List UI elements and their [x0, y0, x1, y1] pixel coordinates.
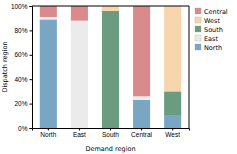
legend-label: Central	[204, 8, 228, 16]
x-axis: North East South Central West	[33, 128, 190, 138]
legend-label: West	[204, 17, 220, 25]
legend-label: East	[204, 35, 218, 43]
bar-segment	[40, 6, 57, 17]
tick-label: 100%	[11, 3, 28, 10]
legend-swatch	[195, 8, 201, 14]
tick-label: South	[102, 131, 119, 138]
legend-swatch	[195, 35, 201, 41]
tick: North	[40, 128, 56, 138]
x-axis-label: Demand region	[85, 145, 135, 153]
legend-swatch	[195, 17, 201, 23]
bar-segment	[71, 21, 88, 128]
tick: Central	[131, 128, 153, 138]
tick-label: 0%	[18, 125, 28, 132]
tick-label: West	[165, 131, 180, 138]
y-axis-label: Dispatch region	[1, 41, 9, 92]
bar-segment	[164, 6, 181, 91]
y-axis: 0% 20% 40% 60% 80% 100%	[11, 3, 33, 132]
bar-segment	[40, 19, 57, 128]
bar-segment	[102, 11, 119, 128]
tick-mark	[30, 79, 33, 80]
tick-label: 80%	[14, 27, 27, 34]
chart: 0%20%40%60%80%100%NorthEastSouthCentralW…	[0, 0, 237, 154]
tick-mark	[30, 30, 33, 31]
frame	[32, 6, 189, 128]
bar-segment	[40, 17, 57, 19]
legend-label: North	[204, 44, 222, 52]
tick-label: Central	[131, 131, 153, 138]
tick-mark	[30, 55, 33, 56]
bar-segment	[133, 96, 150, 100]
tick-mark	[30, 6, 33, 7]
tick-mark	[30, 128, 33, 129]
tick: 100%	[11, 3, 32, 10]
tick-label: East	[73, 131, 86, 138]
tick: South	[102, 128, 119, 138]
tick: 80%	[14, 27, 32, 34]
tick: East	[73, 128, 86, 138]
legend-swatch	[195, 26, 201, 32]
legend-label: South	[204, 26, 223, 34]
tick-mark	[30, 104, 33, 105]
tick: West	[165, 128, 180, 138]
tick-label: 60%	[14, 51, 27, 58]
legend: CentralWestSouthEastNorth	[195, 8, 228, 52]
tick-label: North	[40, 131, 56, 138]
tick-label: 20%	[14, 100, 27, 107]
bar-segment	[71, 6, 88, 21]
tick: 20%	[14, 100, 32, 107]
tick: 40%	[14, 76, 32, 83]
tick: 60%	[14, 51, 32, 58]
bar-segment	[133, 100, 150, 128]
axis-line	[30, 7, 33, 129]
bar-segment	[164, 116, 181, 128]
tick: 0%	[18, 125, 32, 132]
bar-segment	[102, 6, 119, 11]
tick-label: 40%	[14, 76, 27, 83]
legend-swatch	[195, 44, 201, 50]
bar-segment	[133, 6, 150, 96]
bars	[40, 6, 181, 128]
plot: 0% 20% 40% 60% 80% 100% North East South Central W…	[11, 3, 190, 139]
bar-segment	[164, 91, 181, 115]
